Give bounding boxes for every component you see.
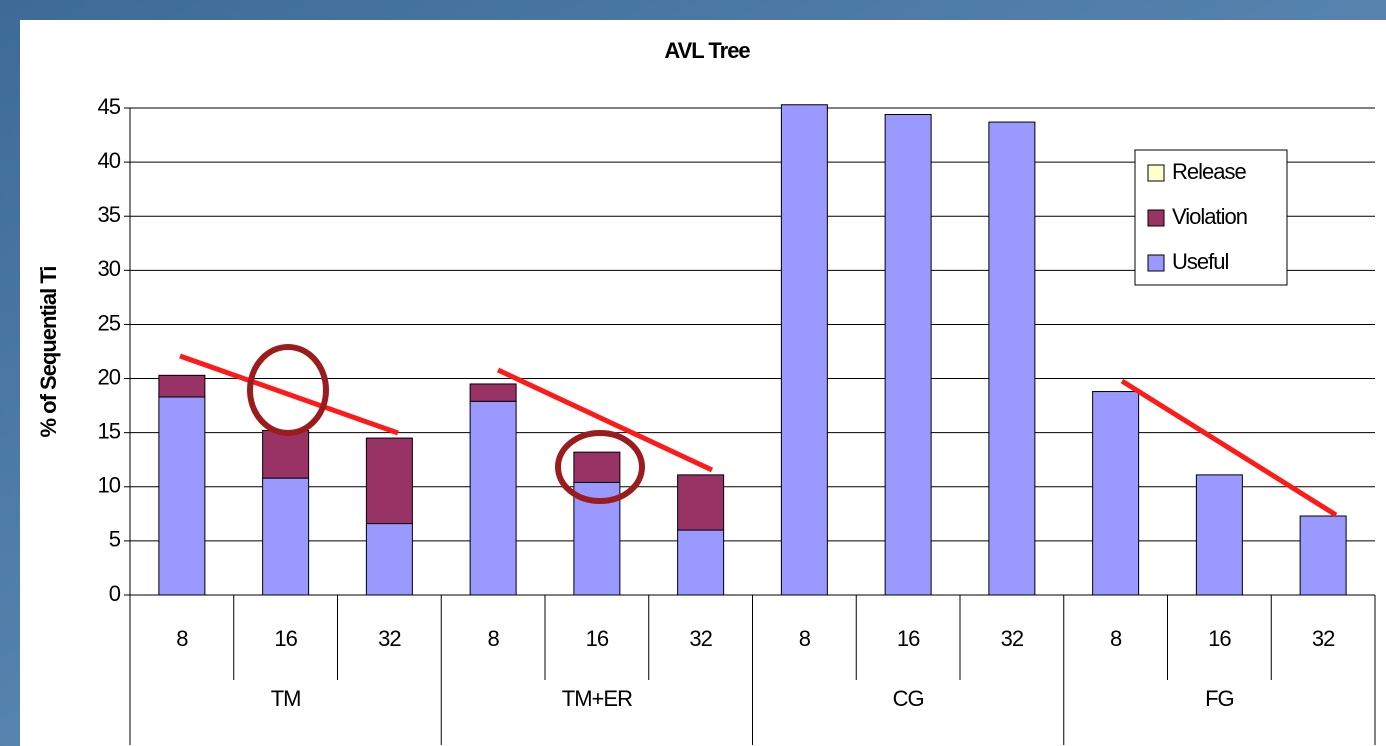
bar-segment [469, 383, 517, 402]
x-tick-label: 32 [1001, 626, 1024, 651]
legend-label: Useful [1172, 249, 1228, 274]
bar-segment [158, 374, 206, 398]
x-tick-label: 8 [799, 626, 811, 651]
bar-segment [677, 529, 725, 596]
bar-segment [1299, 515, 1347, 596]
y-tick-label: 35 [98, 202, 121, 227]
bar-segment [365, 437, 413, 525]
trend-annotation [1120, 378, 1338, 518]
y-tick-label: 10 [98, 473, 121, 498]
group-label: TM+ER [562, 686, 632, 711]
legend-label: Violation [1172, 204, 1247, 229]
x-tick-label: 16 [274, 626, 297, 651]
circle-annotation [555, 430, 645, 504]
y-tick-label: 40 [98, 148, 121, 173]
y-tick-label: 0 [109, 581, 121, 606]
x-tick-label: 8 [1110, 626, 1122, 651]
bar-segment [365, 523, 413, 596]
bar-segment [780, 104, 828, 596]
legend-swatch [1147, 209, 1165, 227]
x-tick-label: 16 [586, 626, 609, 651]
legend-label: Release [1172, 159, 1246, 184]
circle-annotation [247, 344, 329, 436]
bar-segment [1195, 474, 1243, 596]
y-tick-label: 5 [109, 527, 121, 552]
bar-segment [1092, 391, 1140, 596]
trend-annotation [496, 367, 714, 473]
x-tick-label: 32 [689, 626, 712, 651]
y-tick-label: 15 [98, 418, 121, 443]
legend-swatch [1147, 254, 1165, 272]
y-tick-label: 45 [98, 94, 121, 119]
bar-segment [573, 451, 621, 483]
x-tick-label: 16 [897, 626, 920, 651]
annotations [179, 344, 1338, 518]
y-tick-label: 25 [98, 310, 121, 335]
y-tick-label: 30 [98, 256, 121, 281]
bar-segment [988, 121, 1036, 596]
x-tick-label: 32 [378, 626, 401, 651]
x-tick-label: 8 [176, 626, 188, 651]
x-tick-label: 32 [1312, 626, 1335, 651]
group-label: CG [893, 686, 924, 711]
bar-segment [262, 430, 310, 479]
group-label: FG [1205, 686, 1234, 711]
x-tick-label: 8 [488, 626, 500, 651]
y-axis-label: % of Sequential Ti [36, 266, 61, 437]
y-tick-label: 20 [98, 364, 121, 389]
x-tick-label: 16 [1208, 626, 1231, 651]
bar-segment [158, 396, 206, 596]
bar-segment [262, 477, 310, 596]
legend-swatch [1147, 164, 1165, 182]
bar-segment [884, 113, 932, 596]
trend-annotation [179, 353, 399, 436]
bar-segment [677, 474, 725, 531]
bar-segment [469, 400, 517, 596]
chart-title: AVL Tree [664, 38, 750, 63]
group-label: TM [271, 686, 301, 711]
